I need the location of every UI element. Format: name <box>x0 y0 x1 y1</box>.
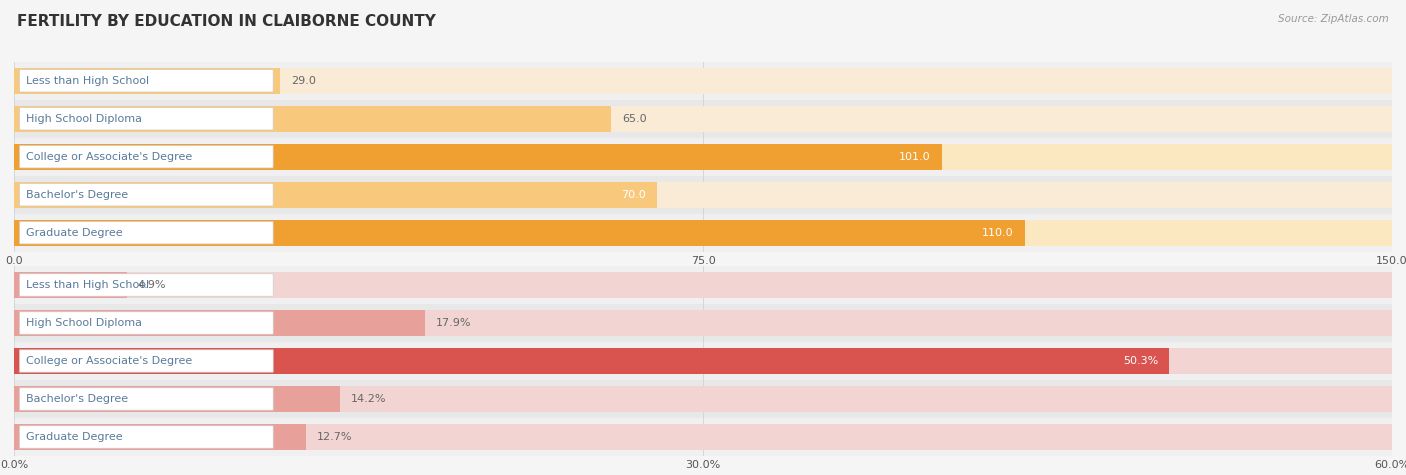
Text: Less than High School: Less than High School <box>27 280 149 290</box>
Bar <box>14 176 1392 214</box>
Text: 50.3%: 50.3% <box>1123 356 1159 366</box>
Text: College or Associate's Degree: College or Associate's Degree <box>27 152 193 162</box>
Text: 12.7%: 12.7% <box>316 432 353 442</box>
Text: College or Associate's Degree: College or Associate's Degree <box>27 356 193 366</box>
Bar <box>14 310 1392 336</box>
Text: 29.0: 29.0 <box>291 76 316 86</box>
Text: High School Diploma: High School Diploma <box>27 114 142 124</box>
Text: FERTILITY BY EDUCATION IN CLAIBORNE COUNTY: FERTILITY BY EDUCATION IN CLAIBORNE COUN… <box>17 14 436 29</box>
Bar <box>14 304 1392 342</box>
FancyBboxPatch shape <box>20 350 273 372</box>
Text: 101.0: 101.0 <box>900 152 931 162</box>
FancyBboxPatch shape <box>20 426 273 448</box>
Bar <box>14 68 1392 94</box>
Bar <box>14 424 305 450</box>
FancyBboxPatch shape <box>20 69 273 92</box>
Text: Less than High School: Less than High School <box>27 76 149 86</box>
Text: 110.0: 110.0 <box>981 228 1014 238</box>
FancyBboxPatch shape <box>20 388 273 410</box>
Text: 65.0: 65.0 <box>623 114 647 124</box>
Text: Bachelor's Degree: Bachelor's Degree <box>27 394 128 404</box>
Bar <box>14 380 1392 418</box>
Bar <box>14 386 340 412</box>
Bar <box>14 266 1392 304</box>
Text: Bachelor's Degree: Bachelor's Degree <box>27 190 128 200</box>
Text: Graduate Degree: Graduate Degree <box>27 228 124 238</box>
Bar <box>14 418 1392 456</box>
Bar <box>14 348 1170 374</box>
Text: Graduate Degree: Graduate Degree <box>27 432 124 442</box>
Bar <box>14 182 1392 208</box>
FancyBboxPatch shape <box>20 274 273 296</box>
FancyBboxPatch shape <box>20 221 273 244</box>
Bar <box>14 272 127 298</box>
Bar <box>14 386 1392 412</box>
Bar <box>14 310 425 336</box>
Bar <box>14 106 612 132</box>
Bar <box>14 100 1392 138</box>
Bar <box>14 144 1392 170</box>
Text: High School Diploma: High School Diploma <box>27 318 142 328</box>
Text: 70.0: 70.0 <box>621 190 645 200</box>
Bar <box>14 106 1392 132</box>
Bar <box>14 272 1392 298</box>
Bar <box>14 62 1392 100</box>
Bar <box>14 138 1392 176</box>
Bar <box>14 220 1025 246</box>
Text: 14.2%: 14.2% <box>352 394 387 404</box>
Bar <box>14 68 280 94</box>
FancyBboxPatch shape <box>20 107 273 130</box>
Bar <box>14 182 657 208</box>
Bar <box>14 220 1392 246</box>
Bar <box>14 424 1392 450</box>
FancyBboxPatch shape <box>20 183 273 206</box>
Text: 4.9%: 4.9% <box>138 280 166 290</box>
FancyBboxPatch shape <box>20 145 273 168</box>
Bar <box>14 214 1392 252</box>
Text: 17.9%: 17.9% <box>436 318 471 328</box>
Text: Source: ZipAtlas.com: Source: ZipAtlas.com <box>1278 14 1389 24</box>
FancyBboxPatch shape <box>20 312 273 334</box>
Bar <box>14 342 1392 380</box>
Bar <box>14 144 942 170</box>
Bar <box>14 348 1392 374</box>
